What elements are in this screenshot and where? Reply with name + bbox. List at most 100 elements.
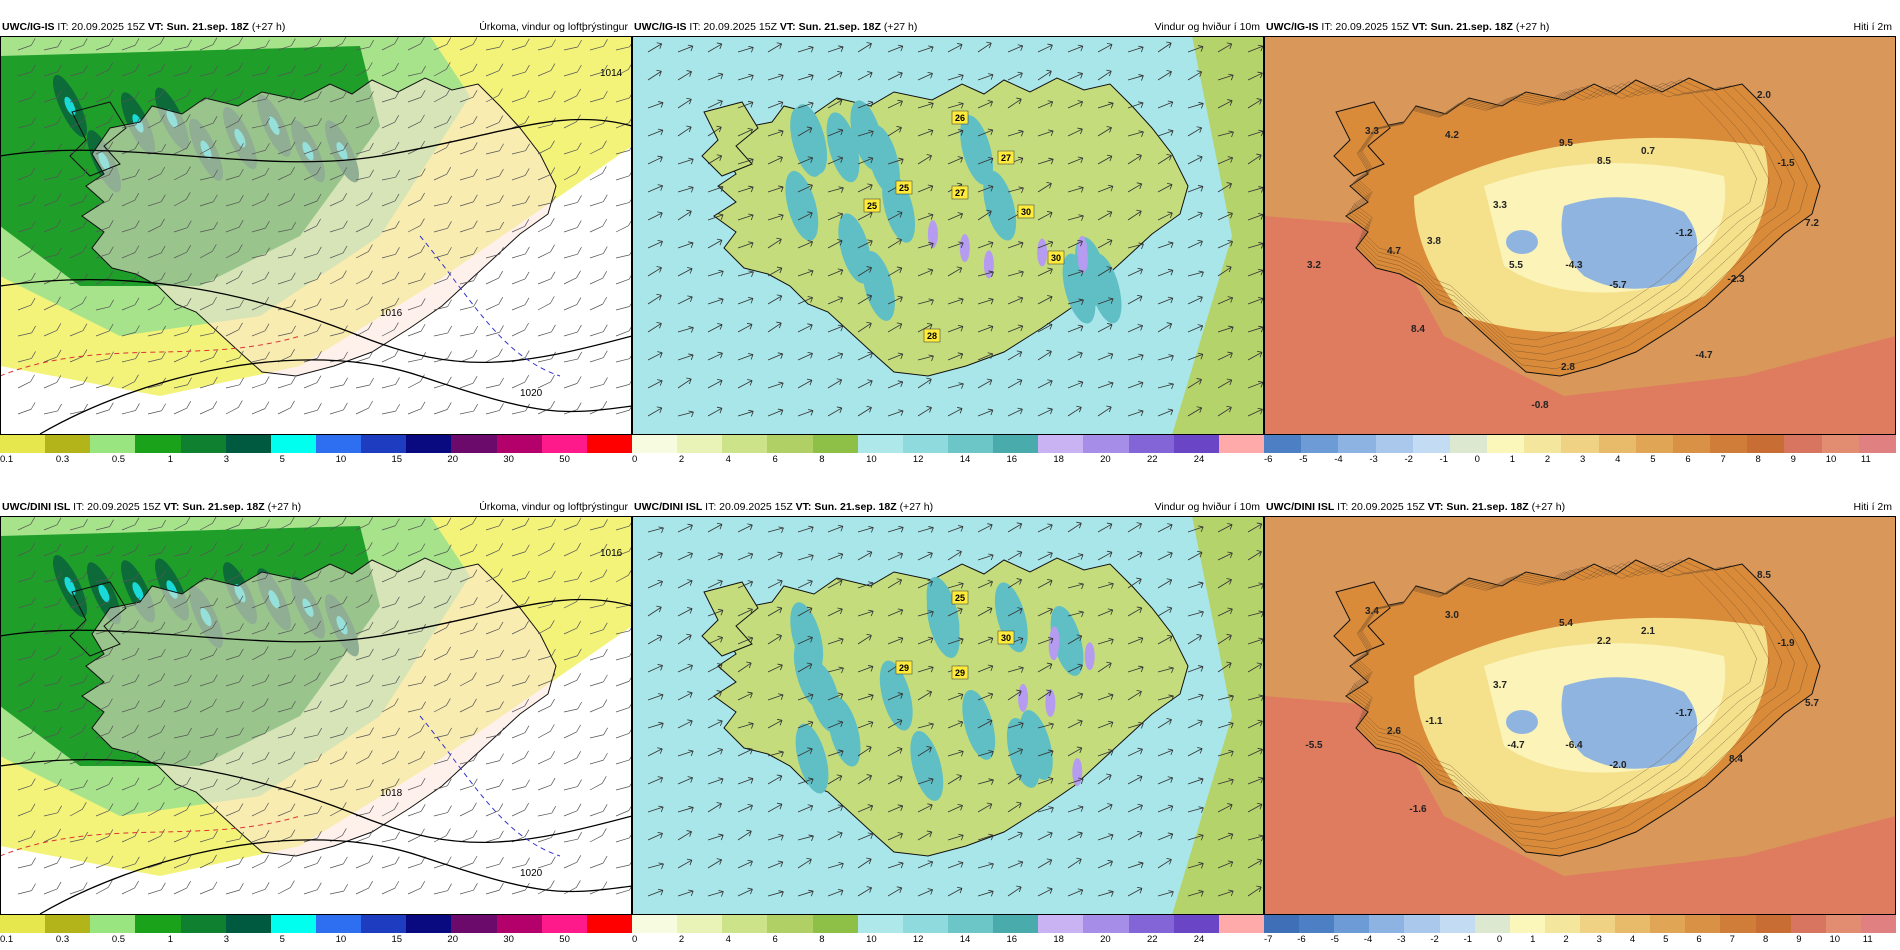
wind-arrow	[827, 637, 844, 645]
wind-arrow	[1217, 73, 1234, 81]
colorbar-swatch	[902, 435, 948, 453]
wind-barb	[303, 193, 322, 207]
init-time: IT: 20.09.2025 15Z	[73, 501, 161, 513]
wind-barb	[563, 620, 582, 635]
wind-barb	[173, 622, 192, 635]
wind-barb	[537, 140, 555, 155]
wind-barb	[407, 245, 426, 259]
wind-barb	[199, 752, 218, 765]
wind-arrow	[857, 774, 872, 785]
colorbar-swatch	[451, 915, 497, 933]
wind-arrow	[767, 213, 784, 221]
wind-barb	[147, 882, 166, 895]
temperature-value-label: 8.4	[1411, 324, 1425, 335]
colorbar-ticks: 0 2 4 6 8 10 12 14 16 18 20 22 24	[632, 453, 1264, 467]
wind-arrow	[647, 551, 663, 561]
wind-barb	[459, 246, 478, 259]
wind-arrow	[887, 266, 903, 277]
wind-barb	[511, 374, 530, 389]
isotherm-line	[1347, 559, 1808, 849]
isobar-line	[39, 839, 632, 915]
wind-barb	[329, 751, 348, 765]
wind-arrow	[677, 749, 694, 757]
wind-arrow	[677, 889, 694, 897]
wind-arrow	[1097, 608, 1114, 617]
wind-barb	[95, 89, 114, 103]
wind-arrow	[1247, 153, 1262, 165]
wind-barb	[95, 594, 113, 609]
wind-arrow	[767, 73, 784, 81]
wind-barb	[589, 855, 608, 869]
colorbar-swatch	[1264, 915, 1300, 933]
wind-barb	[563, 701, 582, 713]
wind-barb	[511, 698, 529, 713]
wind-arrow	[857, 526, 874, 533]
wind-barb	[537, 542, 555, 557]
wind-barb	[329, 856, 348, 869]
wind-arrow	[1097, 266, 1113, 277]
wind-barb	[147, 88, 165, 103]
colorbar-tick-label: 2	[678, 934, 685, 945]
wind-barb	[173, 727, 192, 739]
model-name: UWC/DINI ISL	[2, 501, 71, 513]
colorbar-tick-label: 20	[1100, 454, 1111, 465]
colorbar-swatch	[1128, 915, 1174, 933]
colorbar-swatch	[361, 915, 407, 933]
wind-barb	[17, 672, 35, 687]
init-time: IT: 20.09.2025 15Z	[57, 21, 145, 33]
wind-barb	[277, 674, 296, 687]
wind-barb	[303, 882, 322, 895]
wind-barb	[329, 90, 348, 103]
wind-barb	[459, 403, 478, 415]
wind-arrow	[647, 831, 663, 841]
wind-barb	[173, 272, 192, 285]
isotherm-line	[1350, 563, 1783, 835]
wind-barb	[17, 699, 36, 713]
wind-arrow	[1217, 296, 1234, 305]
colorbar-swatch	[1710, 435, 1748, 453]
wind-arrow	[1217, 182, 1232, 193]
gust-peak-area	[1018, 683, 1029, 712]
colorbar-swatch	[1299, 915, 1335, 933]
wind-barb	[121, 724, 139, 739]
wind-barb	[433, 166, 452, 181]
wind-barb	[303, 753, 322, 765]
wind-arrow	[827, 128, 844, 137]
wind-barb	[511, 802, 529, 817]
wind-arrow	[827, 607, 843, 617]
wind-barb	[537, 324, 556, 337]
wind-barb	[251, 751, 270, 765]
wind-barb	[485, 701, 504, 713]
wind-barb	[173, 324, 192, 337]
panel-igis-temperature: UWC/IG-IS IT: 20.09.2025 15Z VT: Sun. 21…	[1264, 18, 1896, 468]
run-info: UWC/DINI ISL IT: 20.09.2025 15Z VT: Sun.…	[634, 498, 933, 516]
colorbar-swatch	[180, 435, 226, 453]
wind-arrow	[1187, 665, 1204, 673]
wind-arrow	[1157, 578, 1173, 589]
colorbar-ticks: 0.1 0.3 0.5 1 3 5 10 15 20 30 50	[0, 933, 632, 947]
wind-barb	[563, 114, 581, 129]
run-info: UWC/DINI ISL IT: 20.09.2025 15Z VT: Sun.…	[2, 498, 301, 516]
wind-arrow	[1157, 408, 1174, 417]
wind-barb	[433, 883, 452, 895]
colorbar-swatch	[947, 915, 994, 933]
temperature-value-label: 5.5	[1509, 260, 1523, 271]
wind-barb	[537, 698, 555, 713]
colorbar-swatch	[1474, 915, 1510, 933]
wind-arrow	[1217, 661, 1232, 673]
wind-barb	[121, 374, 139, 389]
wind-barb	[303, 298, 322, 311]
wind-barb	[121, 517, 140, 531]
wind-arrow	[887, 211, 903, 221]
temperature-value-label: 5.4	[1559, 618, 1573, 629]
colorbar-tick-label: -6	[1264, 454, 1273, 465]
wind-arrow	[1037, 267, 1053, 277]
wind-barb	[69, 219, 88, 233]
colorbar-swatch	[1615, 915, 1651, 933]
wind-barb	[355, 727, 374, 739]
wind-barb	[199, 140, 217, 155]
wind-barb	[589, 569, 608, 583]
colorbar-swatch	[1635, 435, 1673, 453]
wind-arrow	[1187, 833, 1204, 841]
wind-barb	[147, 699, 166, 713]
